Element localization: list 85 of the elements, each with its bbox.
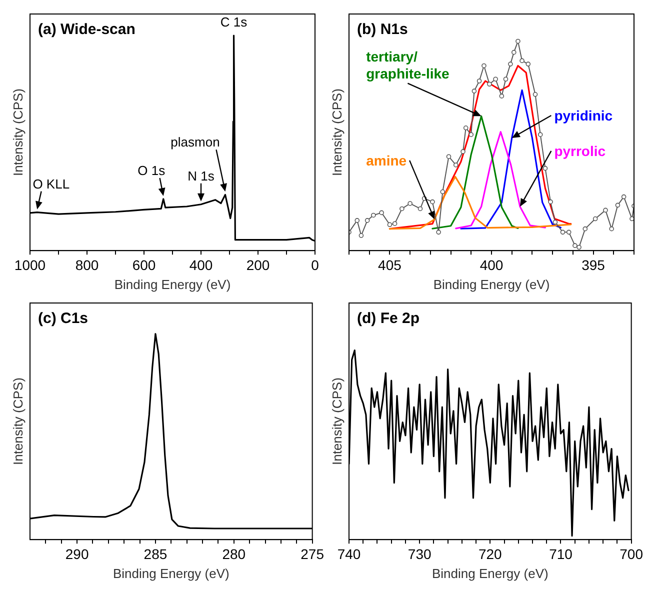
point — [552, 220, 558, 225]
point — [460, 149, 466, 154]
annotation: O 1s — [138, 162, 166, 178]
point — [371, 212, 376, 218]
x-tick-label: 800 — [75, 256, 99, 273]
point — [379, 210, 384, 216]
point — [566, 230, 572, 235]
x-tick-label: 700 — [620, 546, 644, 562]
x-tick-label: 600 — [132, 256, 156, 273]
point — [408, 201, 412, 206]
point — [615, 202, 620, 208]
point — [358, 233, 364, 238]
point — [487, 82, 492, 87]
point — [463, 126, 468, 130]
x-axis-title: Binding Energy (eV) — [112, 566, 230, 581]
point — [538, 132, 543, 138]
point — [621, 194, 626, 200]
point — [630, 216, 634, 222]
chart-title: (b) N1s — [357, 21, 408, 38]
point — [418, 206, 423, 212]
text: pyrrolic — [554, 142, 606, 159]
point — [560, 230, 566, 235]
point — [468, 132, 474, 138]
x-tick-label: 1000 — [14, 256, 46, 273]
point — [453, 162, 458, 168]
point — [446, 154, 452, 159]
y-axis-title: Intensity (CPS) — [10, 88, 26, 176]
point — [472, 88, 477, 94]
point — [526, 62, 531, 66]
point — [520, 58, 524, 64]
text: tertiary/graphite-like — [366, 48, 450, 82]
point — [499, 94, 504, 98]
y-axis-title: Intensity (CPS) — [330, 378, 345, 466]
point — [440, 189, 446, 194]
x-tick-label: 280 — [222, 546, 246, 562]
x-tick-label: 395 — [582, 256, 606, 273]
x-tick-label: 400 — [480, 256, 504, 273]
point — [576, 244, 582, 250]
annotation: N 1s — [188, 168, 215, 184]
y-axis-title: Intensity (CPS) — [330, 88, 345, 176]
point — [542, 166, 548, 171]
point — [532, 92, 538, 97]
x-axis-title: Binding Energy (eV) — [432, 566, 548, 581]
y-axis-title: Intensity (CPS) — [10, 378, 26, 466]
point — [508, 62, 513, 66]
chart-title: (d) Fe 2p — [357, 310, 420, 327]
annotation: O KLL — [32, 176, 70, 192]
point — [392, 221, 398, 226]
point — [400, 206, 404, 212]
x-tick-label: 275 — [300, 546, 324, 562]
point — [364, 218, 370, 223]
point — [493, 76, 498, 82]
x-axis-title: Binding Energy (eV) — [114, 276, 231, 292]
annotation: C 1s — [220, 14, 248, 30]
point — [603, 208, 608, 213]
point — [430, 199, 435, 204]
point — [511, 50, 516, 55]
x-tick-label: 285 — [144, 546, 168, 562]
point — [354, 218, 360, 223]
x-tick-label: 200 — [246, 256, 270, 273]
point — [436, 230, 441, 235]
x-axis-title: Binding Energy (eV) — [433, 276, 550, 292]
point — [592, 216, 598, 222]
x-tick-label: 720 — [478, 546, 502, 562]
annotation: plasmon — [170, 134, 220, 150]
point — [482, 63, 486, 68]
text: amine — [366, 152, 407, 168]
chart-title: (c) C1s — [38, 310, 88, 327]
x-tick-label: 0 — [311, 256, 320, 273]
point — [582, 226, 588, 232]
chart-title: (a) Wide-scan — [38, 21, 136, 38]
series-label: pyridinic — [554, 107, 613, 124]
x-tick-label: 710 — [549, 546, 573, 562]
point — [516, 38, 520, 44]
x-tick-label: 740 — [337, 546, 361, 562]
point — [572, 243, 578, 248]
x-tick-label: 730 — [408, 546, 432, 562]
point — [609, 226, 614, 232]
x-tick-label: 290 — [65, 546, 89, 562]
point — [387, 222, 392, 228]
point — [476, 78, 482, 84]
point — [548, 199, 553, 204]
point — [503, 76, 508, 82]
x-tick-label: 405 — [378, 256, 402, 273]
x-tick-label: 400 — [189, 256, 213, 273]
